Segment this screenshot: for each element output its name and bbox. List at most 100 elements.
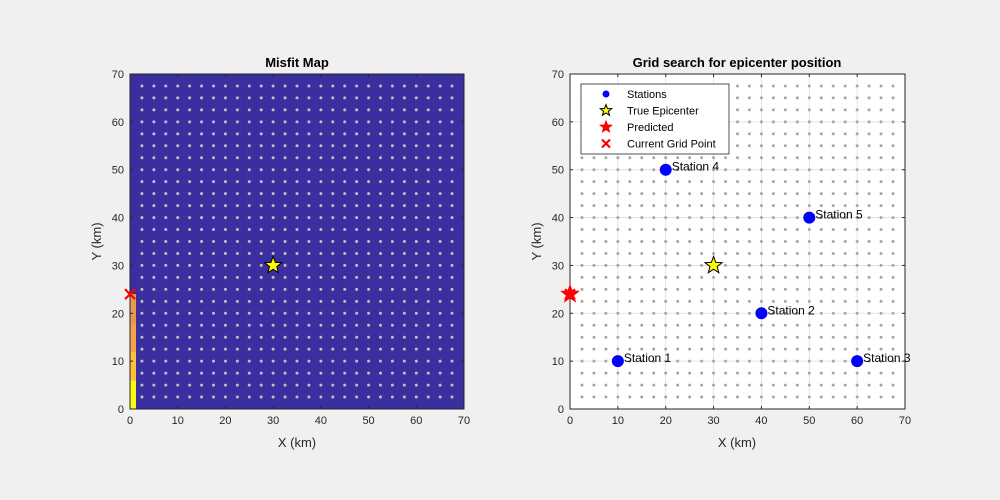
grid-point [795,359,799,363]
grid-point [390,263,394,267]
grid-point [271,192,275,196]
grid-point [212,168,215,172]
grid-point [843,96,847,100]
grid-point [259,204,263,208]
grid-point [295,120,299,124]
grid-search-xtick-label: 0 [567,415,573,427]
grid-point [402,168,406,172]
grid-point [450,216,454,220]
grid-point [283,395,287,399]
grid-point [891,144,895,148]
grid-point [235,216,239,220]
grid-point [604,275,608,279]
misfit-map-xtick-label: 30 [267,415,279,427]
grid-point [604,180,608,184]
grid-point [652,311,656,315]
grid-point [795,287,799,291]
grid-point [367,359,371,363]
grid-point [771,120,775,124]
grid-point [140,359,144,363]
grid-point [343,132,347,136]
grid-point [867,192,871,196]
grid-point [212,132,215,136]
grid-point [319,299,323,303]
grid-point [676,251,680,255]
grid-point [223,240,227,243]
grid-point [879,192,883,196]
grid-point [247,144,251,148]
grid-point [247,120,251,124]
grid-point [438,168,442,172]
grid-point [319,192,323,196]
grid-point [831,144,835,148]
grid-point [426,228,430,232]
grid-point [164,335,168,339]
grid-point [200,156,204,160]
grid-point [450,228,454,232]
grid-point [688,263,692,267]
grid-point [283,335,287,339]
grid-point [891,347,895,351]
grid-point [879,96,883,100]
grid-point [200,275,204,279]
grid-point [831,84,835,88]
grid-point [259,120,263,124]
grid-point [402,204,406,208]
grid-point [771,323,775,327]
grid-point [164,371,168,375]
grid-point [759,287,763,291]
grid-point [819,96,823,100]
grid-point [879,287,883,291]
grid-point [807,108,811,112]
grid-point [307,383,311,387]
grid-point [688,156,692,160]
grid-point [831,228,835,232]
grid-point [819,251,823,255]
grid-point [271,204,275,208]
grid-point [140,287,144,291]
misfit-cell [130,380,136,410]
grid-point [426,192,430,196]
grid-point [759,383,763,387]
grid-point [604,168,608,172]
grid-point [747,216,751,220]
grid-point [200,311,204,315]
grid-point [783,180,787,184]
grid-point [700,192,704,196]
grid-point [736,263,739,267]
grid-point [700,168,704,172]
grid-point [867,96,871,100]
grid-point [616,251,620,255]
grid-point [355,132,359,136]
grid-point [426,383,430,387]
grid-point [450,371,454,375]
grid-point [176,311,180,315]
grid-point [212,275,215,279]
grid-point [580,371,584,375]
grid-point [759,395,763,399]
grid-point [140,156,144,160]
grid-point [712,335,716,339]
grid-point [736,180,739,184]
grid-point [200,371,204,375]
grid-point [176,156,180,160]
grid-point [783,275,787,279]
grid-point [592,263,596,267]
grid-point [367,263,371,267]
grid-point [879,395,883,399]
grid-point [580,251,584,255]
grid-point [188,287,192,291]
grid-point [700,383,704,387]
grid-point [414,240,418,243]
grid-point [843,192,847,196]
grid-point [402,359,406,363]
grid-point [831,323,835,327]
grid-point [700,216,704,220]
grid-point [736,144,739,148]
grid-point [843,371,847,375]
grid-point [759,216,763,220]
grid-point [592,240,596,243]
grid-point [164,180,168,184]
grid-point [426,359,430,363]
grid-point [200,108,204,112]
